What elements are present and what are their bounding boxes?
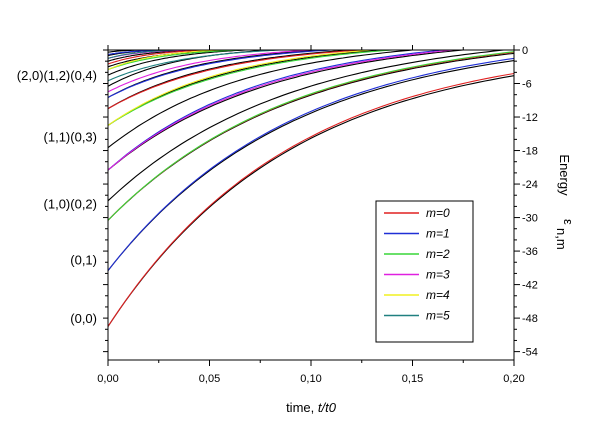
curve-m0-3 [108,50,210,65]
y-tick-label: -24 [522,179,538,191]
state-label: (1,1)(0,3) [44,130,97,145]
x-tick-label: 0,15 [402,373,423,385]
y-tick-label: -30 [522,213,538,225]
black-curve-6 [108,50,383,126]
black-curve-8 [108,50,322,98]
state-label: (0,0) [70,311,97,326]
legend-label: m=4 [426,288,450,302]
black-curve-7 [108,50,352,110]
x-axis-title: time, t/t0 [286,400,337,415]
x-tick-label: 0,00 [97,373,118,385]
y-tick-label: 0 [522,45,528,57]
state-label: (2,0)(1,2)(0,4) [17,68,97,83]
legend-label: m=3 [426,268,450,282]
curve-m5-0 [108,50,281,82]
x-tick-label: 0,05 [199,373,220,385]
curve-m1-2 [108,50,332,98]
black-curve-4 [108,50,464,171]
legend: m=0 m=1 m=2 m=3 m=4 m=5 [375,200,474,343]
axes-group: 0,00 0,05 0,10 0,15 0,20 0 -6 -12 -18 -24 -30 -36 -4… [17,45,538,385]
curve-m1-0 [108,57,514,271]
y-axis-title-group: Energy ε n,m [554,154,576,249]
curve-m3-0 [108,50,454,171]
state-label: (1,0)(0,2) [44,197,97,212]
y-tick-label: -6 [522,79,532,91]
black-curve-5 [108,50,413,149]
y-tick-label: -54 [522,347,538,359]
black-curve-3 [108,50,504,202]
legend-label: m=2 [426,247,450,261]
y-tick-label: -12 [522,112,538,124]
y-axis-subscript: n,m [554,228,569,250]
black-curve-10 [108,50,247,76]
legend-box [375,200,474,343]
curve-m0-0 [108,72,514,327]
y-axis-title: Energy [557,154,572,196]
curve-m4-0 [108,50,372,126]
curve-m2-1 [108,50,393,126]
curve-m4-1 [108,50,220,71]
state-label: (0,1) [70,252,97,267]
y-tick-label: -36 [522,246,538,258]
curve-m0-2 [108,50,362,110]
curve-m3-1 [108,50,312,93]
x-tick-label: 0,20 [503,373,524,385]
curve-m2-2 [108,50,241,71]
curve-m1-1 [108,50,443,171]
y-tick-label: -42 [522,280,538,292]
y-tick-label: -18 [522,146,538,158]
y-tick-label: -48 [522,313,538,325]
legend-label: m=0 [426,206,450,220]
legend-label: m=5 [426,309,450,323]
legend-label: m=1 [426,227,450,241]
curve-m2-0 [108,51,514,221]
black-curve-1 [108,60,514,271]
x-tick-label: 0,10 [300,373,321,385]
y-axis-symbol: ε [561,219,576,225]
